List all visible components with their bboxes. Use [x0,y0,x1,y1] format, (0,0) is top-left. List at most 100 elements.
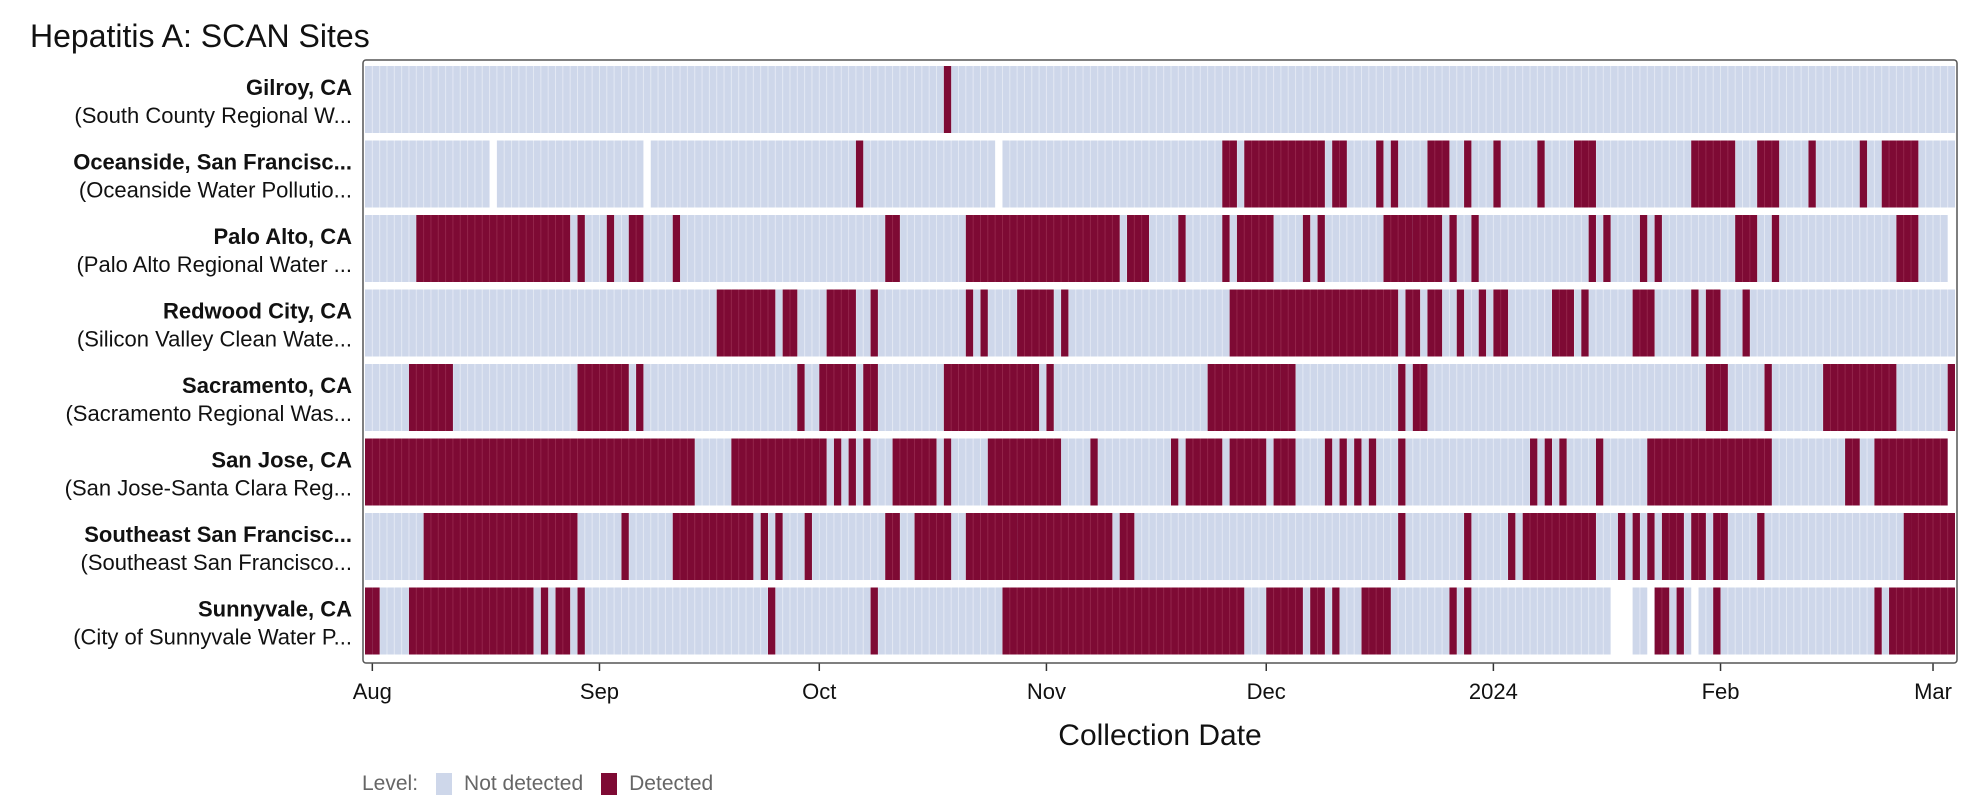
detected-cell [1464,587,1472,655]
site-name-label: Southeast San Francisc... [84,522,352,547]
legend-label-not-detected: Not detected [464,772,584,795]
detected-cell [1632,289,1655,357]
not-detected-cell [365,289,1955,357]
legend: Level: Not detected Detected [362,772,713,796]
detected-cell [672,215,681,282]
detected-cell [1552,289,1574,357]
detected-cell [804,513,812,580]
detected-cell [1617,513,1626,580]
detected-cell [1464,513,1472,580]
detected-cell [1324,438,1333,506]
detected-cell [365,438,695,506]
site-name-label: Sunnyvale, CA [198,597,352,622]
detected-cell [1713,587,1721,655]
detected-cell [1639,215,1648,282]
detected-cell [621,513,629,580]
detected-cell [870,587,878,655]
detected-cell [1127,215,1150,282]
detected-cell [416,215,571,282]
detected-cell [1354,438,1362,506]
detected-cell [819,364,856,431]
x-tick-label: Mar [1914,679,1952,704]
detected-cell [1478,289,1487,357]
detected-cell [1705,364,1728,431]
detected-cell [760,513,768,580]
site-name-label: Sacramento, CA [182,373,352,398]
detected-cell [408,587,534,655]
detected-cell [1881,140,1919,208]
detected-cell [1874,587,1882,655]
detected-cell [870,289,878,357]
detected-cell [577,587,585,655]
x-axis: Aug Sep Oct Nov Dec 2024 Feb Mar [353,663,1952,704]
site-rows [365,66,1955,655]
site-row [365,587,1955,655]
detected-cell [1661,513,1684,580]
detected-cell [1603,215,1611,282]
site-subtitle-label: (Sacramento Regional Was... [65,401,352,426]
detected-cell [943,438,952,506]
detected-cell [372,587,380,655]
detected-cell [1493,140,1501,208]
site-subtitle-label: (Palo Alto Regional Water ... [76,252,352,277]
detected-cell [1017,513,1113,580]
detected-cell [1735,215,1758,282]
detected-cell [965,513,1018,580]
site-subtitle-label: (San Jose-Santa Clara Reg... [65,476,352,501]
detected-cell [1244,140,1325,208]
legend-label-detected: Detected [629,772,714,795]
detected-cell [1691,289,1699,357]
not-detected-cell [365,364,1955,431]
detected-cell [1222,215,1230,282]
x-tick-label: Aug [353,679,392,704]
x-tick-label: Sep [580,679,619,704]
detected-cell [1537,140,1545,208]
site-name-label: San Jose, CA [211,448,352,473]
plot-frame [362,59,1958,664]
x-tick-label: 2024 [1469,679,1518,704]
legend-swatch-detected [601,773,618,795]
detected-cell [1808,140,1816,208]
detected-cell [1302,215,1311,282]
detected-cell [1376,140,1384,208]
detected-cell [1757,140,1780,208]
detected-cell [1544,438,1553,506]
detected-cell [1178,215,1186,282]
detected-cell [540,587,549,655]
detected-cell [1742,289,1750,357]
detected-cell [1017,289,1054,357]
detected-cell [1647,513,1655,580]
detected-cell [1266,587,1303,655]
detected-cell [980,289,988,357]
detected-cell [365,587,373,655]
site-row [365,364,1955,431]
detected-cell [1061,289,1069,357]
detected-cell [1595,438,1604,506]
detected-cell [1090,438,1098,506]
detected-cell [1889,587,1955,655]
x-tick-label: Feb [1702,679,1740,704]
detected-cell [965,215,1120,282]
detected-cell [423,513,578,580]
detected-cell [1771,215,1780,282]
detected-cell [1317,215,1325,282]
detected-cell [672,513,754,580]
detected-cell [1449,587,1457,655]
legend-title: Level: [362,772,419,795]
site-row [365,140,1955,208]
detected-cell [1332,587,1340,655]
x-tick-label: Oct [802,679,836,704]
x-tick-label: Dec [1247,679,1286,704]
detected-cell [1449,215,1457,282]
detected-cell [965,289,974,357]
chart-title: Hepatitis A: SCAN Sites [30,18,370,54]
site-row [365,513,1955,580]
site-subtitle-label: (Silicon Valley Clean Wate... [77,327,352,352]
detected-cell [1573,140,1596,208]
detected-cell [1859,140,1868,208]
detected-cell [1339,438,1347,506]
detected-cell [1390,140,1399,208]
detected-cell [767,587,776,655]
site-row [365,289,1955,357]
site-name-label: Gilroy, CA [246,75,352,100]
